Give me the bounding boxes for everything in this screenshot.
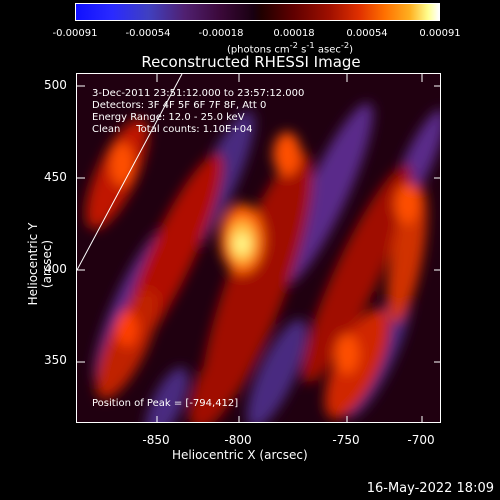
peak-position: Position of Peak = [-794,412] xyxy=(92,398,239,409)
x-tick: -700 xyxy=(407,433,435,447)
x-axis-label: Heliocentric X (arcsec) xyxy=(172,448,308,462)
y-tick: 450 xyxy=(44,170,67,184)
y-axis-label: Heliocentric Y (arcsec) xyxy=(26,222,54,306)
time-range: 3-Dec-2011 23:51:12.000 to 23:57:12.000 xyxy=(92,88,305,99)
y-tick: 500 xyxy=(44,78,67,92)
colorbar-tick: 0.00018 xyxy=(273,28,315,39)
detectors: Detectors: 3F 4F 5F 6F 7F 8F, Att 0 xyxy=(92,100,267,111)
colorbar-tick: -0.00054 xyxy=(125,28,171,39)
colorbar-tick: -0.00091 xyxy=(52,28,98,39)
rhessi-image xyxy=(76,73,441,423)
timestamp: 16-May-2022 18:09 xyxy=(366,481,494,496)
colorbar-units: (photons cm-2 s-1 asec-2) xyxy=(226,40,354,56)
x-tick: -850 xyxy=(142,433,170,447)
y-tick: 400 xyxy=(44,262,67,276)
colorbar-tick: 0.00054 xyxy=(346,28,388,39)
energy-range: Energy Range: 12.0 - 25.0 keV xyxy=(92,112,245,123)
x-tick: -800 xyxy=(224,433,252,447)
plot-title: Reconstructed RHESSI Image xyxy=(141,53,361,71)
colorbar-tick: 0.00091 xyxy=(419,28,461,39)
colorbar xyxy=(75,3,440,21)
clean-counts: Clean Total counts: 1.10E+04 xyxy=(92,124,253,135)
x-tick: -750 xyxy=(332,433,360,447)
y-tick: 350 xyxy=(44,353,67,367)
colorbar-tick: -0.00018 xyxy=(198,28,244,39)
